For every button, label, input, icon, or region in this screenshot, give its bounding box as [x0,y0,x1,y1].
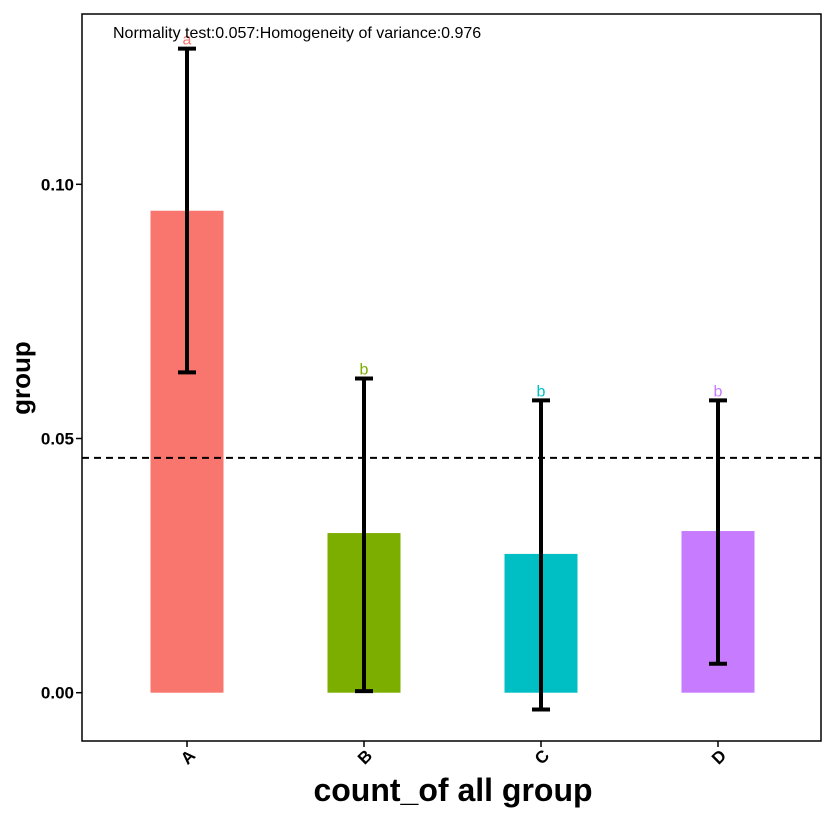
significance-letter-B: b [360,362,369,379]
x-tick-label-C: C [531,746,553,768]
significance-letter-A: a [183,32,192,49]
y-tick-label: 0.05 [41,430,74,449]
x-tick-label-A: A [177,746,199,768]
x-axis-title: count_of all group [313,772,592,808]
significance-letter-C: b [537,383,546,400]
significance-letter-D: b [714,383,723,400]
y-tick-label: 0.10 [41,175,74,194]
x-tick-label-D: D [708,746,730,768]
annotation-text: Normality test:0.057:Homogeneity of vari… [113,25,481,42]
plot-panel-border [81,13,822,742]
y-tick-label: 0.00 [41,684,74,703]
x-tick-label-B: B [354,746,376,768]
y-axis-title: group [6,341,36,415]
